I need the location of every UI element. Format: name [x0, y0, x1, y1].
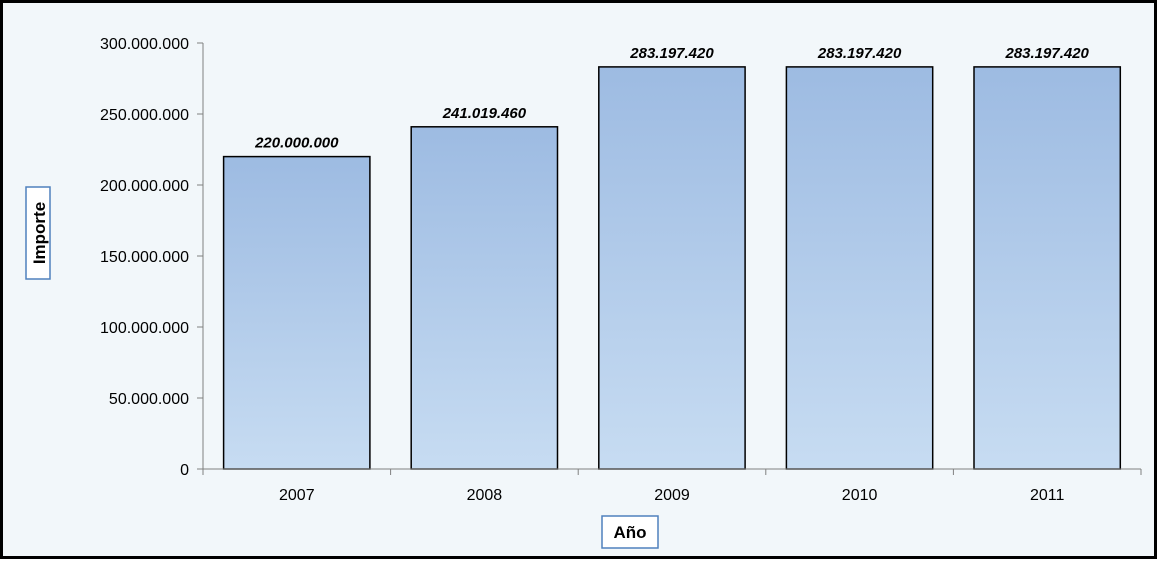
value-label-2007: 220.000.000 — [254, 135, 339, 152]
y-axis-title-group: Importe — [25, 186, 51, 280]
y-tick-label-1: 50.000.000 — [109, 391, 189, 408]
value-label-2010: 283.197.420 — [817, 45, 902, 62]
labels-layer: 220.000.000 2007 241.019.460 2008 283.197.42… — [100, 36, 1090, 504]
bars-layer — [222, 66, 1122, 470]
x-tick-label-2009: 2009 — [654, 487, 690, 504]
value-label-2009: 283.197.420 — [629, 45, 714, 62]
x-tick-label-2010: 2010 — [842, 487, 878, 504]
y-axis-title-box — [25, 186, 51, 280]
bar-2011 — [973, 66, 1122, 470]
value-label-2011: 283.197.420 — [1004, 45, 1089, 62]
y-tick-label-0: 0 — [180, 462, 189, 479]
value-label-2008: 241.019.460 — [442, 105, 527, 122]
y-tick-label-2: 100.000.000 — [100, 320, 189, 337]
bar-chart: 220.000.000 2007 241.019.460 2008 283.197.42… — [25, 36, 1142, 549]
y-tick-label-5: 250.000.000 — [100, 107, 189, 124]
y-tick-label-6: 300.000.000 — [100, 36, 189, 53]
x-axis-title: Año — [613, 523, 646, 542]
x-tick-label-2011: 2011 — [1030, 487, 1065, 504]
x-tick-label-2008: 2008 — [467, 487, 503, 504]
bar-2009 — [598, 66, 746, 470]
x-tick-label-2007: 2007 — [279, 487, 315, 504]
bar-2010 — [785, 66, 934, 470]
y-axis-title: Importe — [30, 202, 49, 264]
axes-layer — [197, 42, 1142, 475]
bar-2008 — [410, 126, 559, 470]
y-tick-label-4: 200.000.000 — [100, 178, 189, 195]
x-axis-title-box — [601, 515, 659, 549]
bar-2007 — [222, 155, 371, 470]
x-axis-title-group: Año — [601, 515, 659, 549]
y-tick-label-3: 150.000.000 — [100, 249, 189, 266]
